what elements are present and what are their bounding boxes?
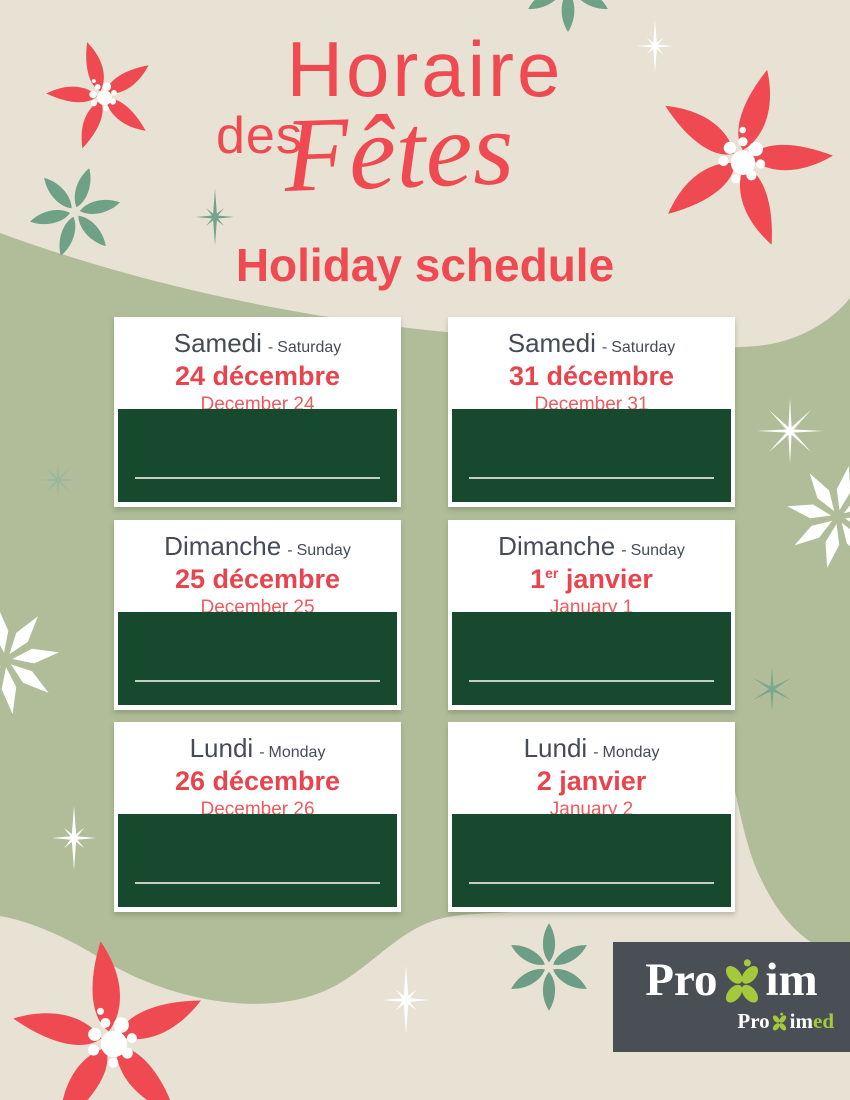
schedule-card-dec25: Dimanche - Sunday 25 décembre December 25 (114, 520, 401, 710)
card-date-fr: 31 décembre (508, 361, 675, 391)
proximed-logo: Pro im ed (737, 1010, 834, 1032)
sub-text-im: im (789, 1008, 813, 1033)
proxim-logo: Pro im (613, 954, 850, 1006)
schedule-card-dec31: Samedi - Saturday 31 décembre December 31 (448, 317, 735, 507)
proxim-logo-box: Pro im Pro (613, 942, 850, 1052)
writing-line (135, 477, 380, 479)
schedule-card-dec24: Samedi - Saturday 24 décembre December 24 (114, 317, 401, 507)
card-header: Samedi - Saturday 24 décembre December 24 (114, 317, 401, 414)
day-en: Monday (268, 744, 326, 761)
card-day: Dimanche - Sunday (114, 533, 401, 559)
day-en: Monday (602, 744, 660, 761)
day-separator: - (267, 339, 274, 356)
card-header: Dimanche - Sunday 1er janvier January 1 (448, 520, 735, 617)
title-fr-horaire: Horaire (286, 25, 564, 113)
writing-line (469, 680, 714, 682)
card-header: Lundi - Monday 2 janvier January 2 (448, 722, 735, 819)
day-fr: Dimanche (164, 531, 282, 561)
day-separator: - (287, 542, 293, 559)
day-en: Sunday (630, 542, 685, 559)
day-fr: Samedi (173, 328, 262, 358)
logo-text-im: im (765, 953, 818, 1006)
card-header: Samedi - Saturday 31 décembre December 31 (448, 317, 735, 414)
card-day: Samedi - Saturday (448, 330, 735, 356)
title-fr-des: des (216, 107, 303, 165)
proxim-x-leaf-icon (725, 959, 758, 1003)
day-fr: Dimanche (498, 531, 616, 561)
title-en: Holiday schedule (235, 239, 615, 291)
proximed-x-leaf-icon (773, 1012, 787, 1031)
card-day: Lundi - Monday (448, 735, 735, 761)
hours-writing-board (452, 814, 731, 907)
writing-line (135, 680, 380, 682)
schedule-card-dec26: Lundi - Monday 26 décembre December 26 (114, 722, 401, 912)
hours-writing-board (452, 409, 731, 502)
hours-writing-board (118, 612, 397, 705)
schedule-card-jan2: Lundi - Monday 2 janvier January 2 (448, 722, 735, 912)
day-fr: Samedi (507, 328, 596, 358)
writing-line (469, 477, 714, 479)
card-date-fr: 25 décembre (174, 564, 341, 594)
day-separator: - (593, 744, 599, 761)
card-day: Samedi - Saturday (114, 330, 401, 356)
logo-text-pro: Pro (645, 953, 718, 1006)
card-date-fr: 24 décembre (174, 361, 341, 391)
writing-line (135, 882, 380, 884)
day-separator: - (621, 542, 627, 559)
day-en: Sunday (296, 542, 351, 559)
card-day: Lundi - Monday (114, 735, 401, 761)
hours-writing-board (118, 409, 397, 502)
sub-text-ed: ed (813, 1008, 834, 1033)
writing-line (469, 882, 714, 884)
title-fr-fetes: Fêtes (282, 89, 516, 214)
day-fr: Lundi (189, 733, 254, 763)
sub-text-pro: Pro (737, 1008, 770, 1033)
day-fr: Lundi (523, 733, 588, 763)
schedule-card-jan1: Dimanche - Sunday 1er janvier January 1 (448, 520, 735, 710)
card-date-fr: 1er janvier (530, 564, 653, 594)
hours-writing-board (118, 814, 397, 907)
day-separator: - (259, 744, 265, 761)
card-header: Dimanche - Sunday 25 décembre December 25 (114, 520, 401, 617)
day-en: Saturday (611, 339, 676, 356)
card-header: Lundi - Monday 26 décembre December 26 (114, 722, 401, 819)
card-date-fr: 26 décembre (174, 766, 341, 796)
day-en: Saturday (277, 339, 342, 356)
card-date-fr: 2 janvier (536, 766, 647, 796)
card-day: Dimanche - Sunday (448, 533, 735, 559)
day-separator: - (601, 339, 608, 356)
hours-writing-board (452, 612, 731, 705)
